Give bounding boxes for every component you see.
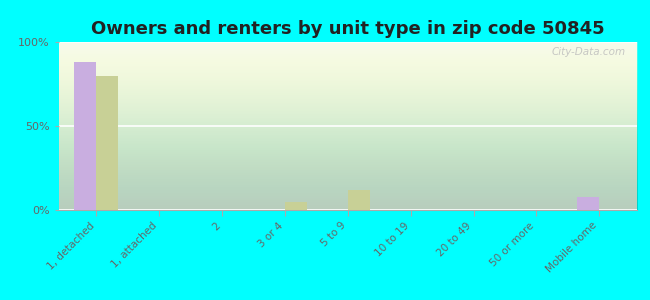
Bar bbox=[285, 202, 307, 210]
Bar bbox=[74, 62, 96, 210]
Bar bbox=[348, 190, 370, 210]
Bar bbox=[577, 196, 599, 210]
Bar bbox=[96, 76, 118, 210]
Text: City-Data.com: City-Data.com bbox=[551, 47, 625, 57]
Title: Owners and renters by unit type in zip code 50845: Owners and renters by unit type in zip c… bbox=[91, 20, 604, 38]
